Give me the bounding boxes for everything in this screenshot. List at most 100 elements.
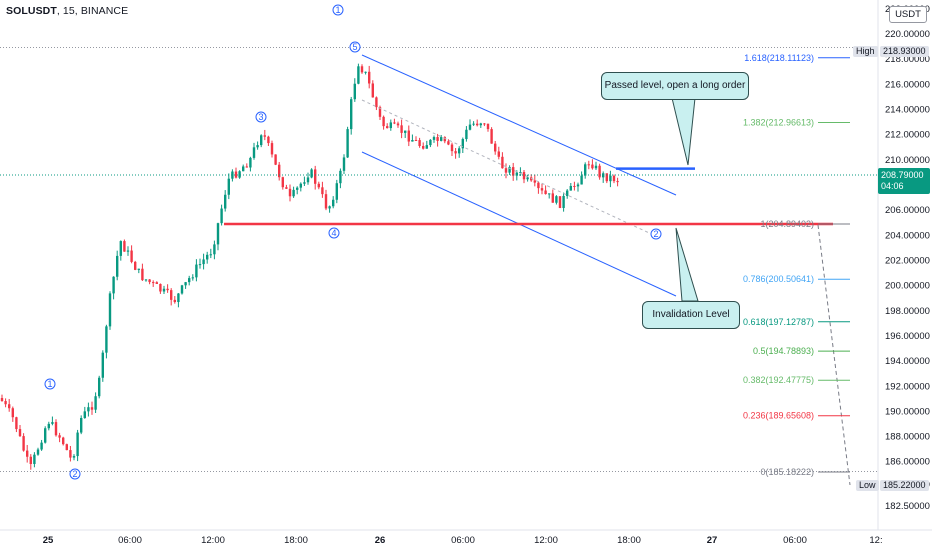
price-tick-label: 186.00000 <box>885 457 930 468</box>
candle <box>587 160 590 170</box>
candle-body <box>144 279 148 281</box>
candle-body <box>497 151 500 157</box>
time-tick-label: 18:00 <box>284 535 308 546</box>
candle <box>569 182 572 191</box>
candle <box>321 181 324 198</box>
wave-circle <box>44 378 56 390</box>
candle <box>580 171 583 185</box>
invalidation-callout[interactable]: Invalidation Level <box>642 301 740 329</box>
candle <box>558 196 562 209</box>
candle <box>418 137 421 148</box>
candle <box>404 130 407 138</box>
candle-body <box>519 172 522 174</box>
candle-body <box>191 277 194 279</box>
candle-body <box>317 183 320 188</box>
currency-button[interactable]: USDT <box>889 6 927 23</box>
wave-number: 3 <box>258 112 263 122</box>
candle <box>4 398 7 408</box>
candle <box>245 163 248 168</box>
price-tick-label: 214.00000 <box>885 105 930 116</box>
candle-body <box>245 166 248 168</box>
price-tick-label: 188.00000 <box>885 432 930 443</box>
candle-body <box>461 139 464 149</box>
wave-count-label: 2 <box>69 468 81 480</box>
candle <box>591 159 594 170</box>
candle-body <box>616 181 619 183</box>
candle-body <box>134 261 137 270</box>
candle <box>303 176 306 187</box>
candle <box>152 280 155 287</box>
candle <box>54 419 58 437</box>
candle <box>519 167 522 176</box>
candle-body <box>288 188 292 197</box>
candle <box>440 134 443 142</box>
candle-body <box>285 187 288 189</box>
wave-count-label: 2 <box>650 228 662 240</box>
candle <box>400 119 403 139</box>
candle <box>263 129 266 141</box>
candle <box>123 239 126 252</box>
candle-body <box>339 170 342 184</box>
candle-body <box>591 164 594 169</box>
ticker-symbol[interactable]: SOLUSDT <box>6 5 57 17</box>
candle <box>206 251 209 264</box>
wave-count-label: 3 <box>255 111 267 123</box>
candle-body <box>494 143 497 152</box>
candle-body <box>202 259 205 265</box>
candle <box>447 139 450 146</box>
candle-body <box>54 422 58 436</box>
candle-body <box>404 130 407 133</box>
candle <box>425 140 428 149</box>
candle-body <box>224 194 227 209</box>
low-price-tag: 185.22000 <box>880 480 929 491</box>
candle-body <box>310 169 313 178</box>
candle <box>551 189 554 203</box>
fib-level-label: 0.786(200.50641) <box>743 274 814 284</box>
candle <box>576 182 580 192</box>
long-order-callout[interactable]: Passed level, open a long order <box>601 72 749 100</box>
time-tick-label: 06:00 <box>783 535 807 546</box>
candle-body <box>166 288 169 291</box>
candle <box>584 162 587 179</box>
candle-body <box>447 141 450 145</box>
candle <box>166 284 169 293</box>
candle-body <box>512 167 515 176</box>
candle <box>90 401 94 415</box>
candle-body <box>479 123 482 126</box>
candle-body <box>51 422 54 424</box>
candle <box>465 126 468 142</box>
time-tick-label: 12:00 <box>534 535 558 546</box>
fib-level-label: 0.618(197.12787) <box>743 317 814 327</box>
candle <box>184 281 187 289</box>
candle-body <box>209 254 212 256</box>
candle <box>461 137 464 154</box>
candle-body <box>62 437 65 445</box>
candle-body <box>76 432 79 457</box>
candle <box>364 71 367 75</box>
price-axis: 182.50000184.20000186.00000188.00000190.… <box>885 4 930 512</box>
candle <box>94 392 97 414</box>
candle <box>483 123 486 127</box>
candle-body <box>65 444 68 451</box>
candle-body <box>472 123 475 125</box>
candle-body <box>112 276 115 294</box>
candle <box>479 122 482 128</box>
candle <box>382 115 385 130</box>
candle <box>350 96 353 135</box>
candle-body <box>231 171 234 179</box>
candle-body <box>375 97 378 108</box>
candle <box>137 268 140 274</box>
candle <box>83 406 86 419</box>
candle <box>33 452 36 468</box>
candle-body <box>249 157 252 168</box>
candle-body <box>137 268 140 270</box>
wave-circle <box>332 4 344 16</box>
wave-circle <box>650 228 662 240</box>
ticker-details: , 15, BINANCE <box>56 5 129 17</box>
candle-body <box>389 122 392 129</box>
candle <box>616 177 619 187</box>
wave-number: 2 <box>653 229 658 239</box>
candle-body <box>159 283 162 292</box>
candle <box>260 134 263 148</box>
